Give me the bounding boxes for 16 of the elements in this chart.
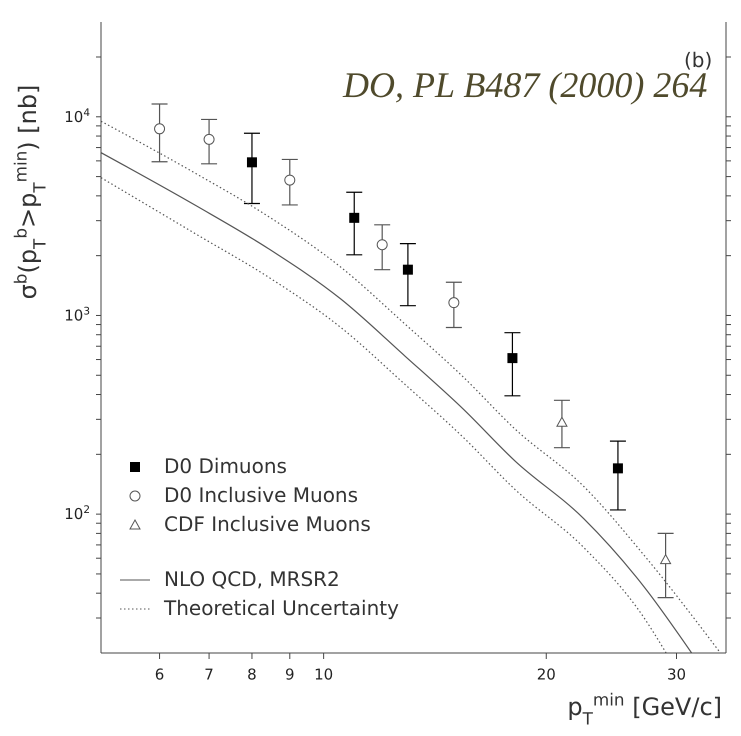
x-tick-label: 7 [204,666,214,684]
legend-label: CDF Inclusive Muons [164,511,371,538]
x-tick-label: 30 [666,666,686,684]
x-tick-label: 20 [536,666,556,684]
legend-label: D0 Dimuons [164,453,287,480]
legend-label: D0 Inclusive Muons [164,482,358,509]
y-tick-label: 10$^{4}$ [64,106,90,126]
x-tick-label: 10 [314,666,334,684]
y-tick-label: 10$^{3}$ [64,305,90,324]
x-axis-title: p$_{T}$$^{min}$ [GeV/c] [567,689,722,729]
x-tick-label: 8 [247,666,257,684]
legend-label: NLO QCD, MRSR2 [164,566,340,593]
legend-label: Theoretical Uncertainty [164,595,399,622]
x-tick-label: 6 [154,666,164,684]
x-tick-label: 9 [285,666,295,684]
y-tick-label: 10$^{2}$ [64,504,90,524]
